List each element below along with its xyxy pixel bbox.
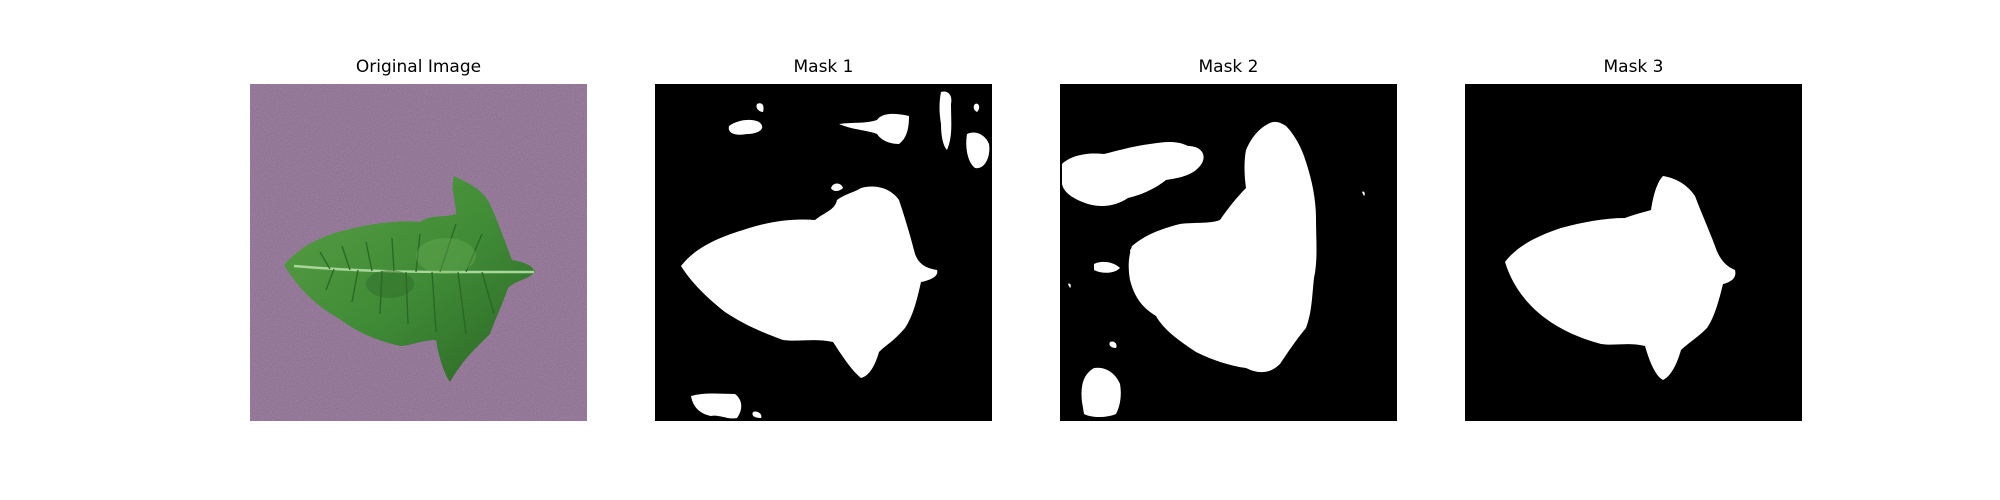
- panel-title: Mask 1: [793, 57, 854, 77]
- original-leaf-image: [250, 84, 587, 421]
- panel-mask-2: Mask 2: [1060, 56, 1397, 421]
- panel-title: Original Image: [355, 57, 482, 77]
- panel-mask-1: Mask 1: [655, 56, 992, 421]
- mask-3-image: [1465, 84, 1802, 421]
- panel-mask-3: Mask 3: [1465, 56, 1802, 421]
- panel-title: Mask 2: [1198, 57, 1259, 77]
- panel-original-image: Original Image: [250, 56, 587, 421]
- mask-1-image: [655, 84, 992, 421]
- mask-2-image: [1060, 84, 1397, 421]
- panel-title: Mask 3: [1603, 57, 1664, 77]
